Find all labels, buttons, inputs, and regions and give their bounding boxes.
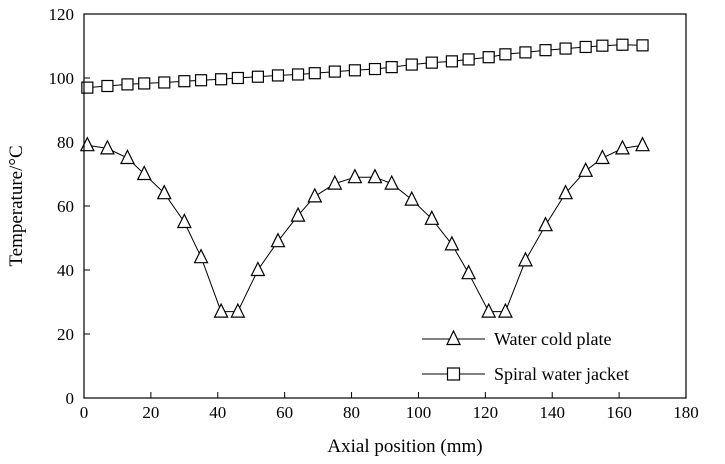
data-point-square (291, 68, 305, 81)
legend-triangle-marker (446, 329, 461, 346)
data-point-triangle (517, 251, 533, 267)
data-point-square (519, 46, 532, 59)
y-tick-label: 40 (57, 261, 74, 280)
y-axis-label: Temperature/°C (6, 145, 27, 266)
data-point-square (231, 71, 244, 85)
data-point-square (121, 78, 134, 91)
y-tick-label: 100 (49, 69, 75, 88)
series-line-0 (87, 144, 643, 313)
data-point-square (559, 42, 572, 55)
y-tick-label: 80 (57, 133, 74, 152)
data-point-square (616, 38, 629, 51)
legend: Water cold plate Spiral water jacket (422, 329, 629, 384)
x-tick-label: 100 (406, 403, 432, 422)
data-point-square (596, 39, 609, 52)
data-point-triangle (307, 187, 323, 203)
data-point-triangle (367, 168, 383, 184)
data-point-triangle (120, 149, 135, 165)
data-point-square (271, 69, 285, 82)
data-point-square (636, 39, 649, 52)
x-tick-label: 20 (142, 403, 159, 422)
data-point-triangle (538, 216, 554, 232)
data-point-triangle (270, 232, 286, 248)
data-point-triangle (290, 206, 306, 222)
data-point-square (445, 55, 458, 68)
axis-ticks: 0 20 40 60 80 100 120 140 160 180 0 20 40 60 80 100 120 (49, 5, 699, 422)
data-point-square (138, 77, 151, 90)
x-tick-label: 140 (539, 403, 565, 422)
data-point-square (251, 70, 265, 83)
series-markers (79, 38, 650, 318)
data-point-triangle (461, 264, 477, 280)
data-point-square (385, 61, 398, 74)
x-tick-label: 180 (673, 403, 699, 422)
data-point-triangle (594, 149, 610, 165)
data-point-square (482, 51, 495, 64)
data-point-square (308, 67, 321, 80)
x-tick-label: 80 (343, 403, 360, 422)
legend-square-marker (446, 367, 461, 381)
data-point-triangle (193, 248, 209, 264)
data-point-square (462, 53, 475, 66)
legend-item-water-cold-plate: Water cold plate (422, 329, 612, 349)
y-tick-label: 20 (57, 325, 74, 344)
data-point-triangle (481, 302, 497, 318)
data-point-triangle (156, 184, 172, 200)
series-line-1 (87, 44, 643, 89)
data-point-square (348, 64, 361, 77)
data-point-square (81, 81, 94, 94)
y-tick-label: 120 (49, 5, 75, 24)
data-point-triangle (424, 209, 440, 225)
data-point-triangle (635, 136, 650, 152)
legend-label-spiral-water-jacket: Spiral water jacket (494, 364, 629, 384)
data-point-square (579, 40, 592, 54)
data-point-triangle (176, 213, 192, 229)
data-point-square (178, 75, 191, 88)
y-tick-label: 60 (57, 197, 74, 216)
data-point-triangle (497, 302, 513, 318)
data-point-square (215, 73, 228, 86)
data-point-triangle (213, 302, 229, 318)
data-point-triangle (79, 136, 95, 152)
data-point-triangle (230, 302, 246, 318)
data-point-triangle (444, 235, 460, 251)
data-point-triangle (327, 174, 343, 190)
data-point-triangle (384, 174, 400, 190)
data-point-square (499, 48, 512, 61)
data-point-square (405, 58, 418, 71)
data-point-triangle (558, 184, 574, 200)
x-tick-label: 40 (209, 403, 226, 422)
data-point-square (539, 44, 552, 57)
x-axis-label: Axial position (mm) (327, 436, 482, 457)
data-point-triangle (250, 261, 266, 277)
data-point-square (101, 79, 114, 93)
x-tick-label: 160 (606, 403, 632, 422)
plot-frame (83, 13, 687, 399)
data-point-triangle (99, 139, 115, 155)
data-point-square (425, 56, 438, 69)
data-point-triangle (578, 161, 594, 177)
x-tick-label: 120 (473, 403, 499, 422)
series-lines (87, 44, 643, 313)
x-tick-label: 60 (276, 403, 293, 422)
data-point-triangle (614, 139, 630, 155)
data-point-square (194, 74, 208, 87)
data-point-square (368, 62, 382, 76)
y-tick-label: 0 (66, 389, 75, 408)
data-point-square (328, 65, 341, 78)
legend-item-spiral-water-jacket: Spiral water jacket (422, 364, 629, 384)
legend-label-water-cold-plate: Water cold plate (494, 329, 612, 349)
data-point-triangle (404, 190, 420, 206)
data-point-triangle (347, 168, 363, 184)
data-point-square (158, 76, 171, 89)
x-tick-label: 0 (80, 403, 89, 422)
data-point-triangle (136, 165, 152, 181)
